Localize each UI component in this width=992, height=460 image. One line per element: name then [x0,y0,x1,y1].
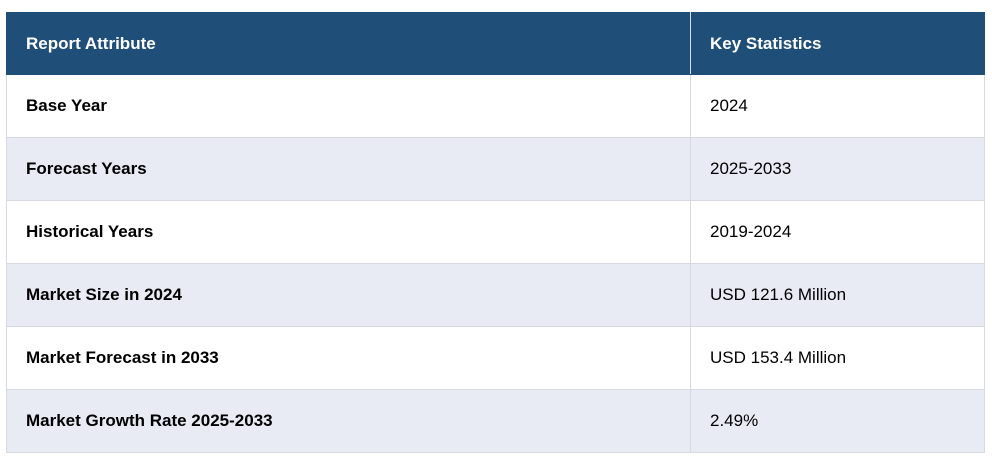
header-row: Report Attribute Key Statistics [6,12,985,75]
attribute-cell: Base Year [6,74,691,138]
table-header: Report Attribute Key Statistics [6,12,985,75]
header-report-attribute: Report Attribute [6,12,691,75]
table-row: Market Size in 2024 USD 121.6 Million [6,263,985,327]
value-cell: USD 121.6 Million [690,263,985,327]
report-statistics-table: Report Attribute Key Statistics Base Yea… [6,12,985,453]
header-key-statistics: Key Statistics [690,12,985,75]
attribute-cell: Market Size in 2024 [6,263,691,327]
value-cell: 2.49% [690,389,985,453]
value-cell: 2025-2033 [690,137,985,201]
value-cell: 2024 [690,74,985,138]
value-cell: USD 153.4 Million [690,326,985,390]
attribute-cell: Historical Years [6,200,691,264]
table-row: Base Year 2024 [6,74,985,138]
value-cell: 2019-2024 [690,200,985,264]
table-row: Market Growth Rate 2025-2033 2.49% [6,389,985,453]
attribute-cell: Market Forecast in 2033 [6,326,691,390]
table-row: Market Forecast in 2033 USD 153.4 Millio… [6,326,985,390]
table-row: Forecast Years 2025-2033 [6,137,985,201]
attribute-cell: Forecast Years [6,137,691,201]
table-row: Historical Years 2019-2024 [6,200,985,264]
table-body: Base Year 2024 Forecast Years 2025-2033 … [6,74,985,453]
attribute-cell: Market Growth Rate 2025-2033 [6,389,691,453]
